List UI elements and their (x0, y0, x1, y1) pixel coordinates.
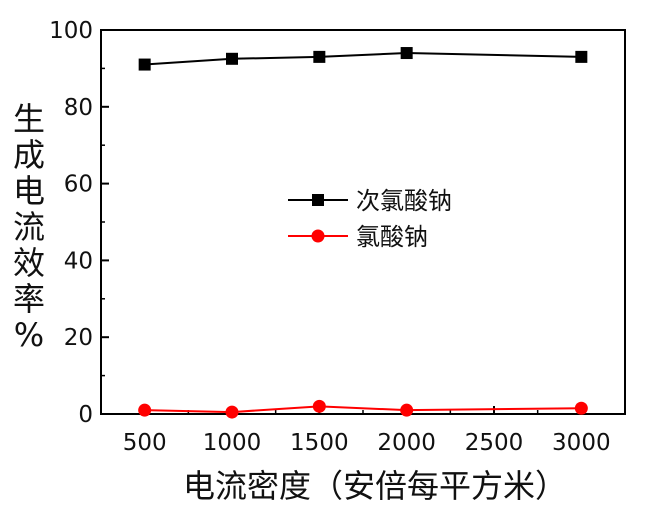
x-tick-label: 500 (123, 430, 167, 456)
y-axis-title-char: 生 (13, 100, 45, 138)
x-tick-label: 2000 (377, 430, 436, 456)
y-axis-title-char: 率 (13, 280, 45, 318)
y-axis-title-char: 成 (13, 136, 45, 174)
y-axis-ticks: 0 20 40 60 80 100 (49, 18, 109, 428)
x-tick-label: 3000 (552, 430, 611, 456)
data-point-marker (225, 405, 239, 419)
y-axis-title-char: % (14, 316, 44, 354)
legend-label: 次氯酸钠 (356, 187, 452, 215)
data-point-marker (313, 50, 326, 63)
legend-marker (312, 194, 324, 206)
y-tick-label: 20 (64, 325, 93, 351)
legend-item: 氯酸钠 (288, 223, 428, 251)
x-tick-label: 1000 (203, 430, 262, 456)
data-point-marker (138, 58, 151, 71)
data-point-marker (574, 401, 588, 415)
y-tick-label: 40 (64, 248, 93, 274)
y-tick-label: 80 (64, 95, 93, 121)
series-2 (138, 399, 588, 419)
data-point-marker (400, 403, 414, 417)
x-axis-title: 电流密度（安倍每平方米） (183, 467, 567, 505)
data-point-marker (400, 47, 413, 60)
x-tick-label: 2500 (465, 430, 524, 456)
data-point-marker (226, 52, 238, 65)
series-line (144, 52, 582, 66)
data-point-marker (138, 403, 152, 417)
y-tick-label: 0 (78, 402, 93, 428)
legend-label: 氯酸钠 (356, 223, 428, 251)
y-axis-title-char: 流 (13, 208, 45, 246)
y-axis-title-char: 效 (13, 244, 45, 282)
series-group (138, 47, 588, 419)
x-tick-label: 1500 (290, 430, 349, 456)
y-tick-label: 60 (64, 172, 93, 198)
plot-frame (100, 29, 626, 415)
y-axis-title-char: 电 (13, 172, 45, 210)
plot-frame-group (100, 29, 626, 415)
data-point-marker (575, 50, 588, 63)
series-1 (138, 47, 588, 71)
data-point-marker (312, 399, 326, 413)
legend-marker (311, 229, 325, 243)
legend-item: 次氯酸钠 (288, 187, 452, 215)
y-tick-label: 100 (49, 18, 93, 44)
